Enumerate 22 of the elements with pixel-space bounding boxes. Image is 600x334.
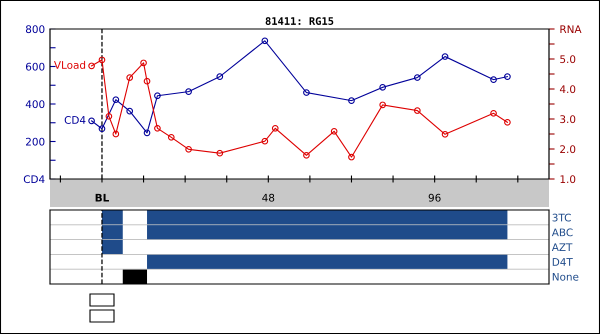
y2-tick-label: 3.0	[560, 115, 576, 124]
y-tick-label: 200	[26, 138, 44, 146]
series-label: CD4	[64, 116, 86, 124]
y-tick-label: 3TC	[552, 214, 571, 222]
y-tick-label: 600	[26, 62, 44, 71]
y2-tick-label: RNA	[560, 25, 582, 33]
y-tick-label: D4T	[552, 258, 573, 266]
y2-tick-label: 5.0	[560, 55, 576, 64]
y2-tick-label: 2.0	[560, 145, 576, 154]
y2-tick-label: 1.0	[560, 175, 576, 184]
x-tick-label: BL	[96, 194, 109, 202]
y-tick-label: 800	[26, 25, 44, 34]
series-label: VLoad	[54, 60, 86, 69]
x-tick-label: 48	[262, 194, 274, 202]
y-tick-label: None	[552, 272, 578, 281]
y-tick-label: ABC	[552, 228, 573, 236]
chart-title: 81411: RG15	[266, 17, 334, 25]
y-tick-label: 400	[26, 100, 44, 108]
y-tick-label: CD4	[24, 175, 45, 184]
y2-tick-label: 4.0	[560, 85, 576, 94]
y-tick-label: AZT	[552, 243, 572, 251]
x-tick-label: 96	[428, 194, 441, 202]
